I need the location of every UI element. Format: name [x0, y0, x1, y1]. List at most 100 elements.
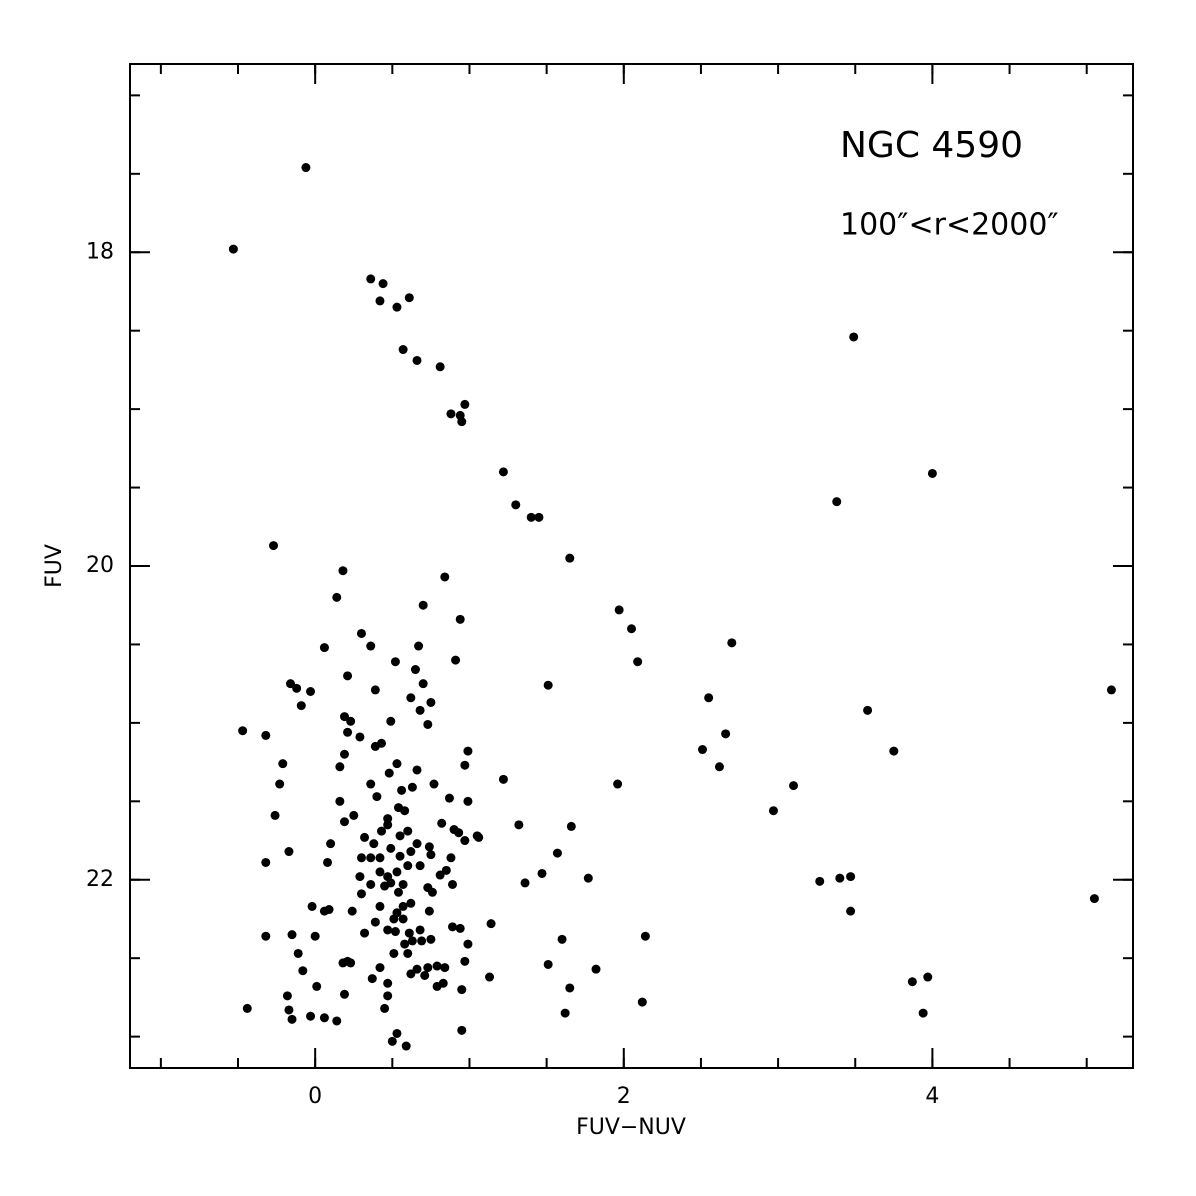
point — [426, 850, 436, 860]
point — [474, 832, 484, 842]
point — [614, 605, 624, 615]
point — [347, 906, 357, 916]
point — [923, 972, 933, 982]
point — [404, 928, 414, 938]
point — [927, 468, 937, 478]
point — [238, 726, 248, 736]
point — [583, 873, 593, 883]
point — [460, 760, 470, 770]
point — [835, 873, 845, 883]
point — [463, 939, 473, 949]
point — [287, 930, 297, 940]
point — [455, 614, 465, 624]
point — [360, 928, 370, 938]
x-axis-label: FUV−NUV — [576, 1115, 686, 1140]
point — [463, 796, 473, 806]
point — [401, 1041, 411, 1051]
point — [432, 981, 442, 991]
y-axis-label: FUV — [42, 544, 67, 588]
point — [455, 923, 465, 933]
annotation: 100″<r<2000″ — [840, 208, 1059, 243]
point — [319, 643, 329, 653]
point — [832, 497, 842, 507]
point — [454, 828, 464, 838]
point — [437, 818, 447, 828]
point — [511, 500, 521, 510]
x-tick-label: 4 — [925, 1084, 939, 1109]
point — [370, 917, 380, 927]
point — [418, 679, 428, 689]
point — [387, 1036, 397, 1046]
point — [418, 600, 428, 610]
point — [398, 914, 408, 924]
point — [375, 853, 385, 863]
point — [339, 749, 349, 759]
y-tick-label: 22 — [86, 867, 114, 892]
point — [284, 847, 294, 857]
point — [543, 959, 553, 969]
point — [346, 958, 356, 968]
point — [383, 814, 393, 824]
point — [301, 163, 311, 173]
point — [429, 779, 439, 789]
point — [312, 981, 322, 991]
point — [339, 817, 349, 827]
point — [432, 961, 442, 971]
point — [392, 759, 402, 769]
point — [306, 687, 316, 696]
point — [412, 765, 422, 775]
point — [398, 879, 408, 889]
point — [386, 843, 396, 853]
point — [566, 821, 576, 831]
point — [412, 964, 422, 974]
point — [395, 831, 405, 841]
point — [343, 727, 353, 737]
point — [613, 779, 623, 789]
point — [435, 870, 445, 880]
point — [285, 679, 295, 689]
point — [498, 774, 508, 784]
point — [356, 853, 366, 863]
point — [451, 655, 461, 665]
point — [326, 839, 336, 849]
point — [415, 861, 425, 871]
point — [390, 927, 400, 937]
point — [446, 409, 456, 419]
point — [332, 1016, 342, 1026]
point — [435, 362, 445, 372]
point — [457, 985, 467, 995]
point — [323, 857, 333, 867]
point — [427, 887, 437, 897]
y-tick-label: 18 — [86, 239, 114, 264]
point — [407, 782, 417, 792]
x-tick-label: 2 — [617, 1084, 631, 1109]
point — [343, 671, 353, 681]
point — [415, 925, 425, 935]
point — [390, 657, 400, 667]
point — [398, 901, 408, 911]
point — [287, 1014, 297, 1024]
point — [366, 853, 376, 863]
point — [444, 793, 454, 803]
point — [383, 978, 393, 988]
point — [372, 792, 382, 802]
point — [424, 906, 434, 916]
point — [338, 958, 348, 968]
point — [565, 553, 575, 563]
point — [714, 762, 724, 772]
point — [367, 974, 377, 984]
point — [415, 705, 425, 715]
point — [398, 345, 408, 355]
point — [849, 332, 859, 342]
point — [366, 274, 376, 284]
point — [366, 879, 376, 889]
point — [514, 820, 524, 830]
point — [360, 832, 370, 842]
point — [1106, 685, 1116, 695]
point — [403, 948, 413, 958]
point — [383, 991, 393, 1001]
point — [907, 977, 917, 987]
point — [440, 572, 450, 582]
point — [375, 963, 385, 973]
